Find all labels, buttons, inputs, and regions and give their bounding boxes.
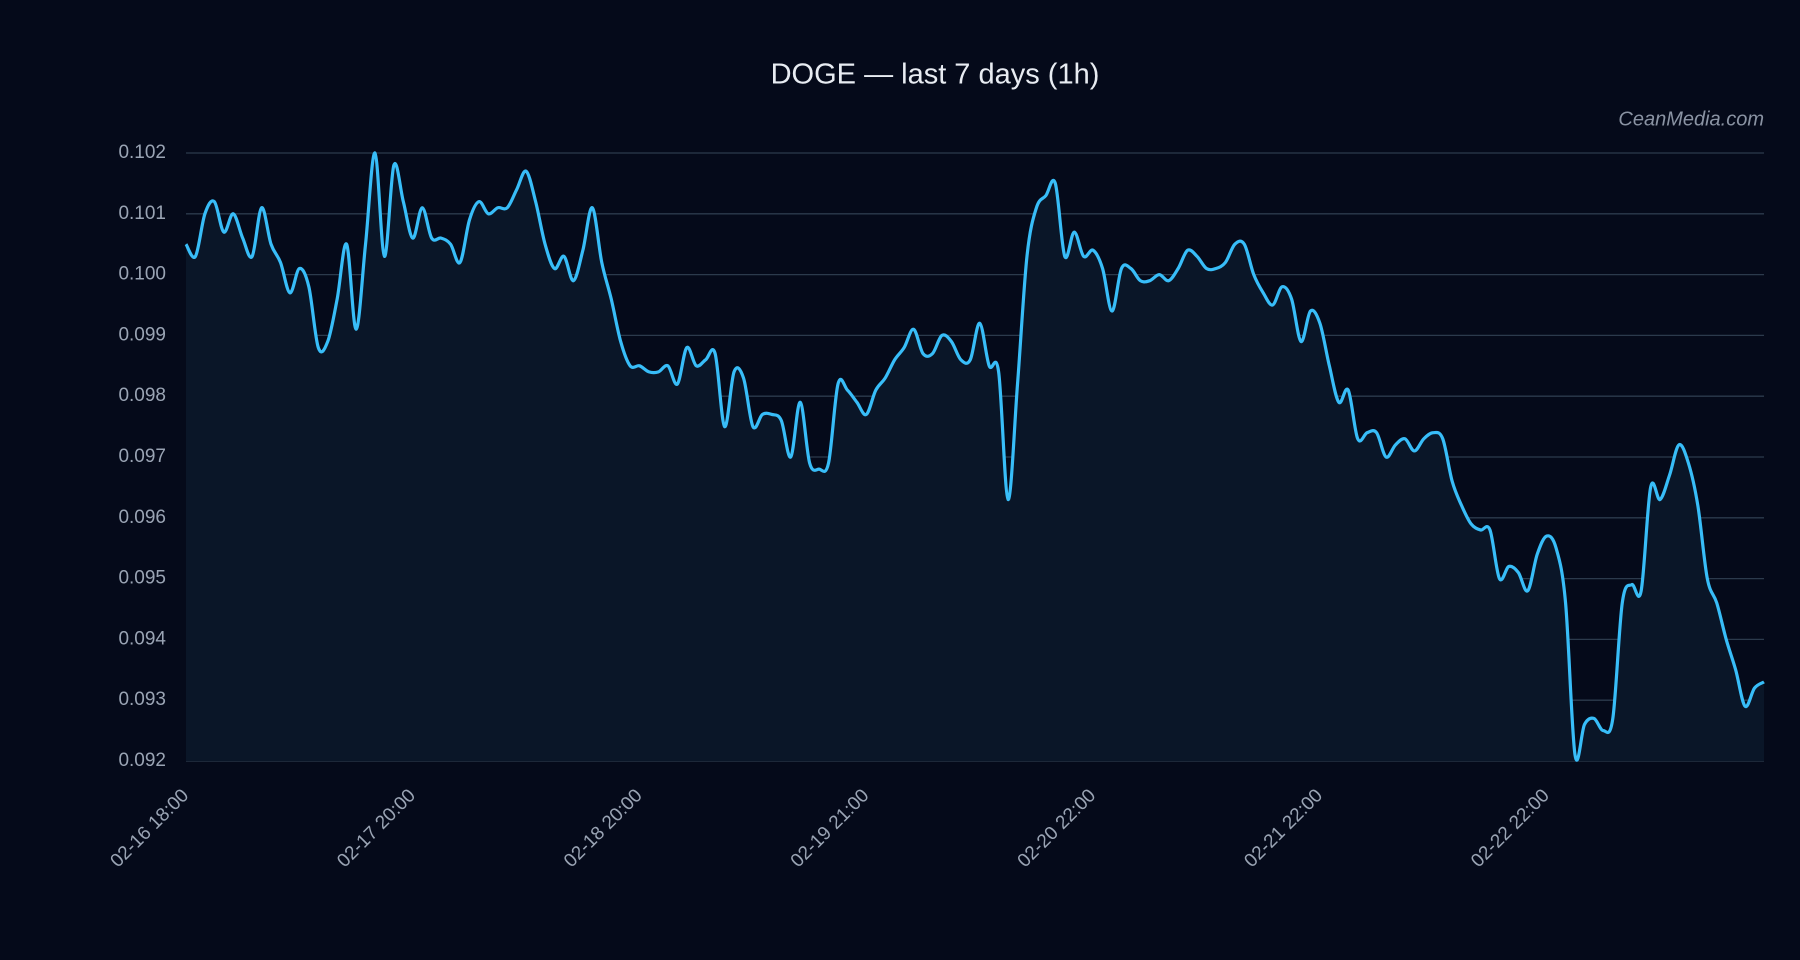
y-tick-label: 0.098 (118, 385, 166, 406)
y-tick-label: 0.097 (118, 446, 166, 467)
area (186, 152, 1764, 761)
y-tick-label: 0.093 (118, 689, 166, 710)
y-tick-label: 0.100 (118, 264, 166, 285)
y-tick-label: 0.095 (118, 568, 166, 589)
watermark: CeanMedia.com (1618, 108, 1764, 130)
chart-title: DOGE — last 7 days (1h) (771, 59, 1100, 91)
y-tick-label: 0.094 (118, 628, 166, 649)
y-tick-label: 0.102 (118, 142, 166, 163)
y-tick-label: 0.092 (118, 750, 166, 771)
y-tick-label: 0.096 (118, 507, 166, 528)
line (184, 151, 1765, 762)
y-tick-label: 0.099 (118, 324, 166, 345)
y-tick-label: 0.101 (118, 203, 166, 224)
